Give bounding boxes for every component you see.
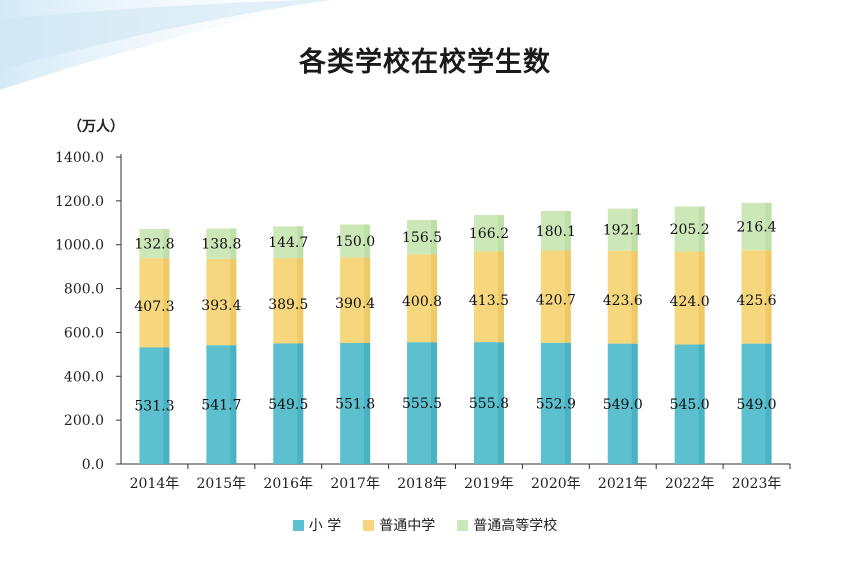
x-tick-label: 2016年 — [263, 476, 313, 492]
data-label: 192.1 — [603, 223, 643, 239]
y-tick-label: 1400.0 — [55, 150, 104, 166]
legend-swatch — [363, 519, 375, 531]
bar-segment-shade — [364, 224, 371, 258]
bar-segment-shade — [765, 343, 772, 464]
x-tick-label: 2021年 — [598, 476, 648, 492]
bar-segment-shade — [163, 347, 170, 464]
data-label: 555.8 — [469, 396, 509, 412]
data-label: 420.7 — [536, 293, 576, 309]
bar-segment-shade — [163, 258, 170, 348]
bar-segment-shade — [364, 342, 371, 464]
bar-segment-shade — [230, 228, 237, 259]
data-label: 531.3 — [134, 399, 174, 415]
data-label: 180.1 — [536, 224, 576, 240]
data-label: 389.5 — [268, 297, 308, 313]
bar-segment-shade — [631, 343, 638, 464]
x-tick-label: 2017年 — [330, 476, 380, 492]
bar-segment-shade — [297, 226, 304, 259]
bar-segment-shade — [230, 258, 237, 346]
data-label: 425.6 — [737, 293, 777, 309]
x-tick-label: 2019年 — [464, 476, 514, 492]
bar-segment-shade — [364, 257, 371, 343]
chart-legend: 小 学 普通中学 普通高等学校 — [0, 515, 850, 535]
data-label: 423.6 — [603, 293, 643, 309]
data-label: 541.7 — [201, 398, 241, 414]
y-tick-label: 1000.0 — [55, 238, 104, 254]
legend-label: 普通高等学校 — [473, 518, 558, 534]
legend-swatch — [457, 519, 469, 531]
data-label: 144.7 — [268, 235, 308, 251]
bar-segment-shade — [631, 208, 638, 251]
bar-segment-shade — [631, 250, 638, 344]
data-label: 150.0 — [335, 234, 375, 250]
bar-segment-shade — [564, 342, 571, 464]
y-tick-label: 200.0 — [64, 413, 104, 429]
data-label: 552.9 — [536, 396, 576, 412]
bar-segment-shade — [163, 229, 170, 259]
bar-segment-shade — [297, 343, 304, 464]
y-tick-label: 0.0 — [82, 457, 104, 473]
y-tick-label: 1200.0 — [55, 194, 104, 210]
chart-title: 各类学校在校学生数 — [299, 47, 551, 78]
data-label: 138.8 — [201, 237, 241, 253]
bar-segment-shade — [297, 258, 304, 344]
data-label: 393.4 — [201, 298, 241, 314]
data-label: 132.8 — [134, 237, 174, 253]
y-axis-unit-label: （万人） — [68, 119, 124, 135]
bar-segment-shade — [497, 251, 504, 343]
bar-segment-shade — [230, 345, 237, 464]
y-tick-label: 600.0 — [64, 325, 104, 341]
bar-segment-shade — [765, 202, 772, 251]
legend-label: 普通中学 — [379, 518, 436, 534]
data-label: 551.8 — [335, 396, 375, 412]
legend-swatch — [292, 519, 304, 531]
bar-segment-shade — [698, 251, 705, 345]
bar-segment-shade — [564, 250, 571, 343]
bar-segment-shade — [698, 344, 705, 464]
x-tick-label: 2018年 — [397, 476, 447, 492]
bar-segment-shade — [431, 342, 438, 464]
data-label: 400.8 — [402, 294, 442, 310]
data-label: 166.2 — [469, 226, 509, 242]
x-tick-label: 2014年 — [130, 476, 180, 492]
data-label: 407.3 — [134, 299, 174, 315]
bar-segment-shade — [497, 215, 504, 252]
legend-item: 普通高等学校 — [457, 515, 557, 535]
legend-label: 小 学 — [308, 518, 342, 534]
x-tick-label: 2022年 — [665, 476, 715, 492]
data-label: 549.0 — [603, 397, 643, 413]
data-label: 205.2 — [670, 222, 710, 238]
x-tick-label: 2015年 — [197, 476, 247, 492]
y-tick-label: 800.0 — [64, 282, 104, 298]
bar-segment-shade — [431, 254, 438, 343]
bar-segment-shade — [698, 206, 705, 252]
legend-item: 普通中学 — [363, 515, 435, 535]
data-label: 156.5 — [402, 230, 442, 246]
y-tick-label: 400.0 — [64, 369, 104, 385]
legend-item: 小 学 — [292, 515, 342, 535]
data-label: 549.0 — [737, 397, 777, 413]
data-label: 555.5 — [402, 396, 442, 412]
data-label: 549.5 — [268, 397, 308, 413]
x-tick-label: 2023年 — [732, 476, 782, 492]
data-label: 390.4 — [335, 296, 375, 312]
x-tick-label: 2020年 — [531, 476, 581, 492]
bar-segment-shade — [497, 342, 504, 464]
data-label: 424.0 — [670, 294, 710, 310]
data-label: 413.5 — [469, 293, 509, 309]
data-label: 545.0 — [670, 397, 710, 413]
bar-segment-shade — [765, 250, 772, 344]
data-label: 216.4 — [737, 220, 777, 236]
bar-segment-shade — [431, 219, 438, 255]
bar-segment-shade — [564, 211, 571, 251]
